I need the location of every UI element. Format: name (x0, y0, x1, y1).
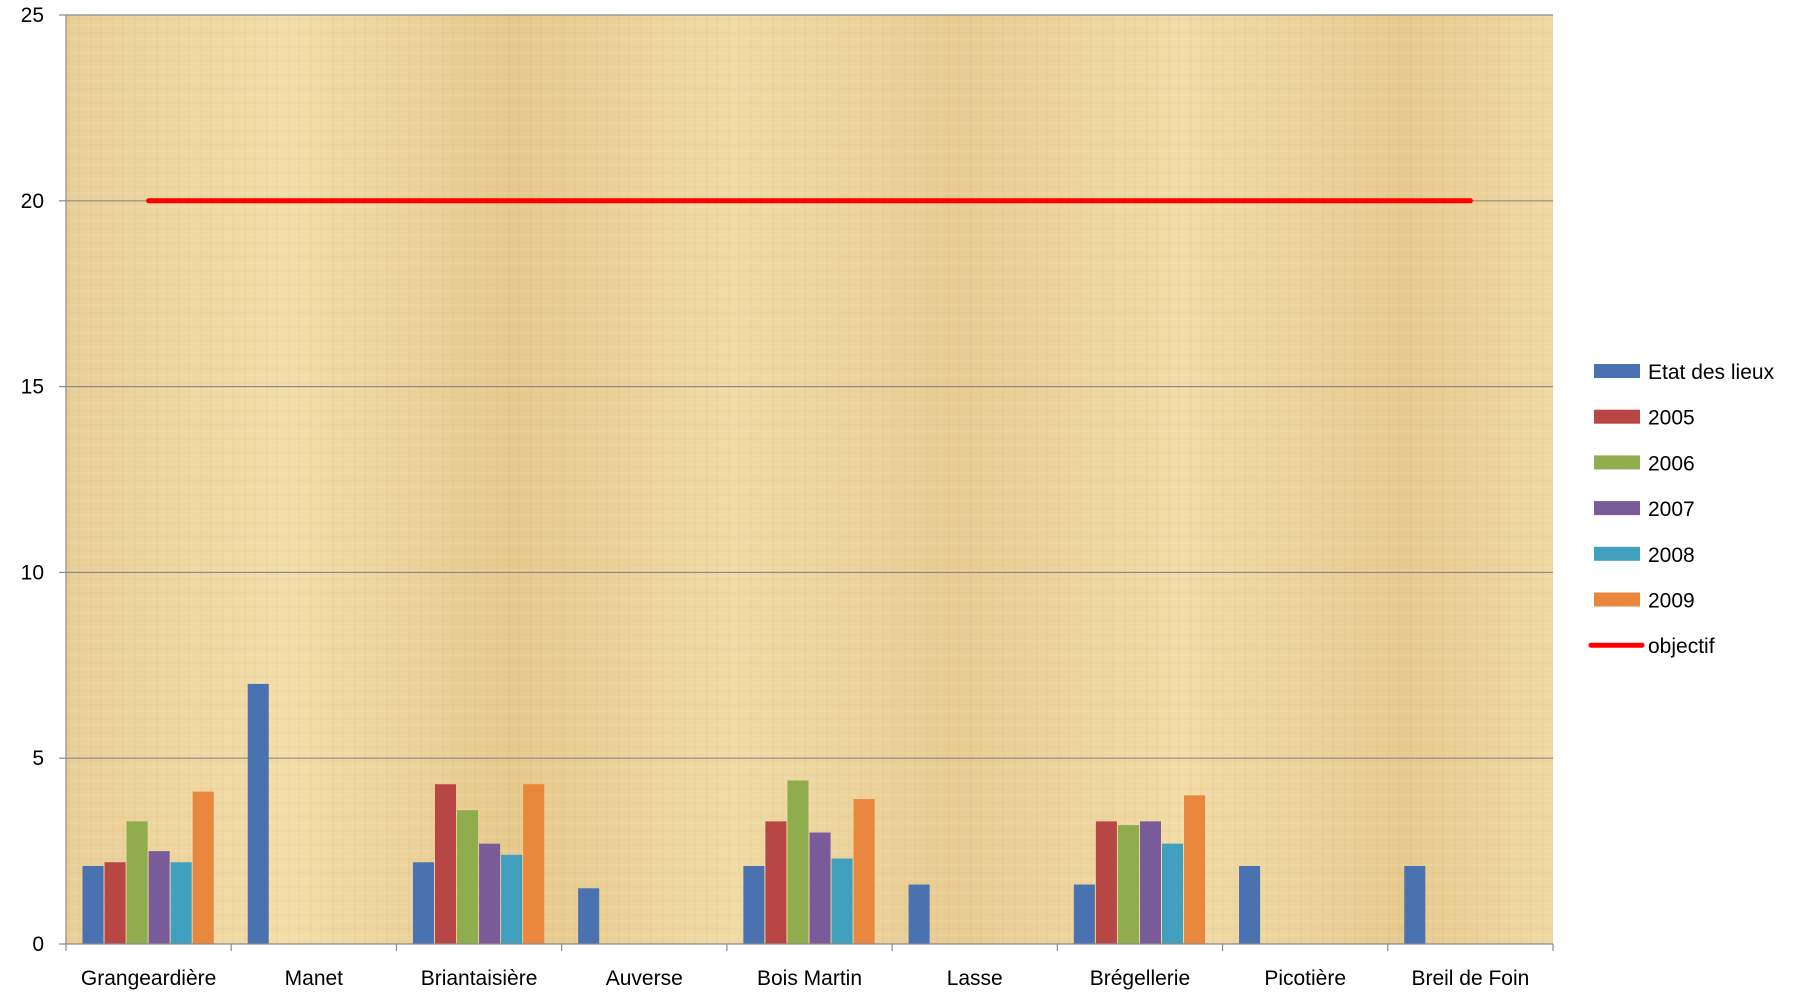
bar (1239, 865, 1261, 944)
legend-item: Etat des lieux (1594, 361, 1775, 384)
legend-swatch (1594, 501, 1640, 516)
x-tick-label: Picotière (1264, 967, 1346, 990)
x-tick-label: Briantaisière (421, 967, 538, 990)
bar (247, 683, 269, 944)
bar (479, 843, 501, 944)
bar (578, 888, 600, 944)
x-tick-label: Bois Martin (757, 967, 862, 990)
x-tick-label: Breil de Foin (1411, 967, 1529, 990)
bar (1095, 821, 1117, 944)
legend-item: 2009 (1594, 590, 1695, 613)
legend-label: 2006 (1648, 452, 1695, 475)
y-tick-label: 25 (21, 4, 44, 27)
x-tick-label: Manet (285, 967, 344, 990)
legend-swatch (1594, 455, 1640, 470)
bar (192, 791, 214, 944)
bar (148, 851, 170, 944)
bar (787, 780, 809, 944)
y-tick-label: 10 (21, 561, 44, 584)
bar (126, 821, 148, 944)
y-tick-label: 15 (21, 376, 44, 399)
y-tick-label: 5 (32, 747, 44, 770)
bar (1073, 884, 1095, 944)
legend-label: Etat des lieux (1648, 361, 1775, 384)
legend-item: 2005 (1594, 407, 1695, 430)
y-tick-label: 0 (32, 933, 44, 956)
x-tick-label: Lasse (947, 967, 1003, 990)
bars (82, 683, 1426, 944)
bar (523, 784, 545, 944)
legend-item: 2007 (1594, 498, 1695, 521)
bar (1404, 865, 1426, 944)
bar (908, 884, 930, 944)
y-tick-label: 20 (21, 190, 44, 213)
bar (412, 862, 434, 944)
legend-swatch (1594, 364, 1640, 378)
plot-texture (66, 15, 1553, 944)
bar (457, 810, 479, 944)
legend-label: 2005 (1648, 407, 1695, 430)
bar (501, 854, 523, 944)
bar (1117, 825, 1139, 944)
bar (1184, 795, 1206, 944)
axes: 0 5 10 15 20 25 Grangeardière Manet Briantaisièr… (21, 4, 1554, 990)
bar (170, 862, 192, 944)
legend-swatch (1594, 592, 1640, 607)
legend-label: objectif (1648, 635, 1715, 658)
legend: Etat des lieux 2005 2006 2007 2008 2009 object… (1588, 361, 1775, 658)
plot-area (66, 15, 1553, 944)
legend-label: 2007 (1648, 498, 1695, 521)
x-tick-label: Auverse (606, 967, 683, 990)
bar (809, 832, 831, 944)
legend-label: 2008 (1648, 544, 1695, 567)
legend-item: 2006 (1594, 452, 1695, 475)
bar (853, 799, 875, 944)
legend-swatch (1594, 546, 1640, 561)
bar (831, 858, 853, 944)
legend-label: 2009 (1648, 590, 1695, 613)
bar (743, 865, 765, 944)
bar (434, 784, 457, 944)
bar (104, 862, 126, 944)
x-tick-label: Brégellerie (1090, 967, 1190, 990)
legend-item: 2008 (1594, 544, 1695, 567)
bar (1161, 843, 1184, 944)
bar (765, 821, 787, 944)
legend-swatch (1594, 409, 1640, 424)
bar (82, 865, 104, 944)
x-tick-label: Grangeardière (81, 967, 216, 990)
bar (1139, 821, 1161, 944)
legend-item: objectif (1588, 635, 1715, 658)
